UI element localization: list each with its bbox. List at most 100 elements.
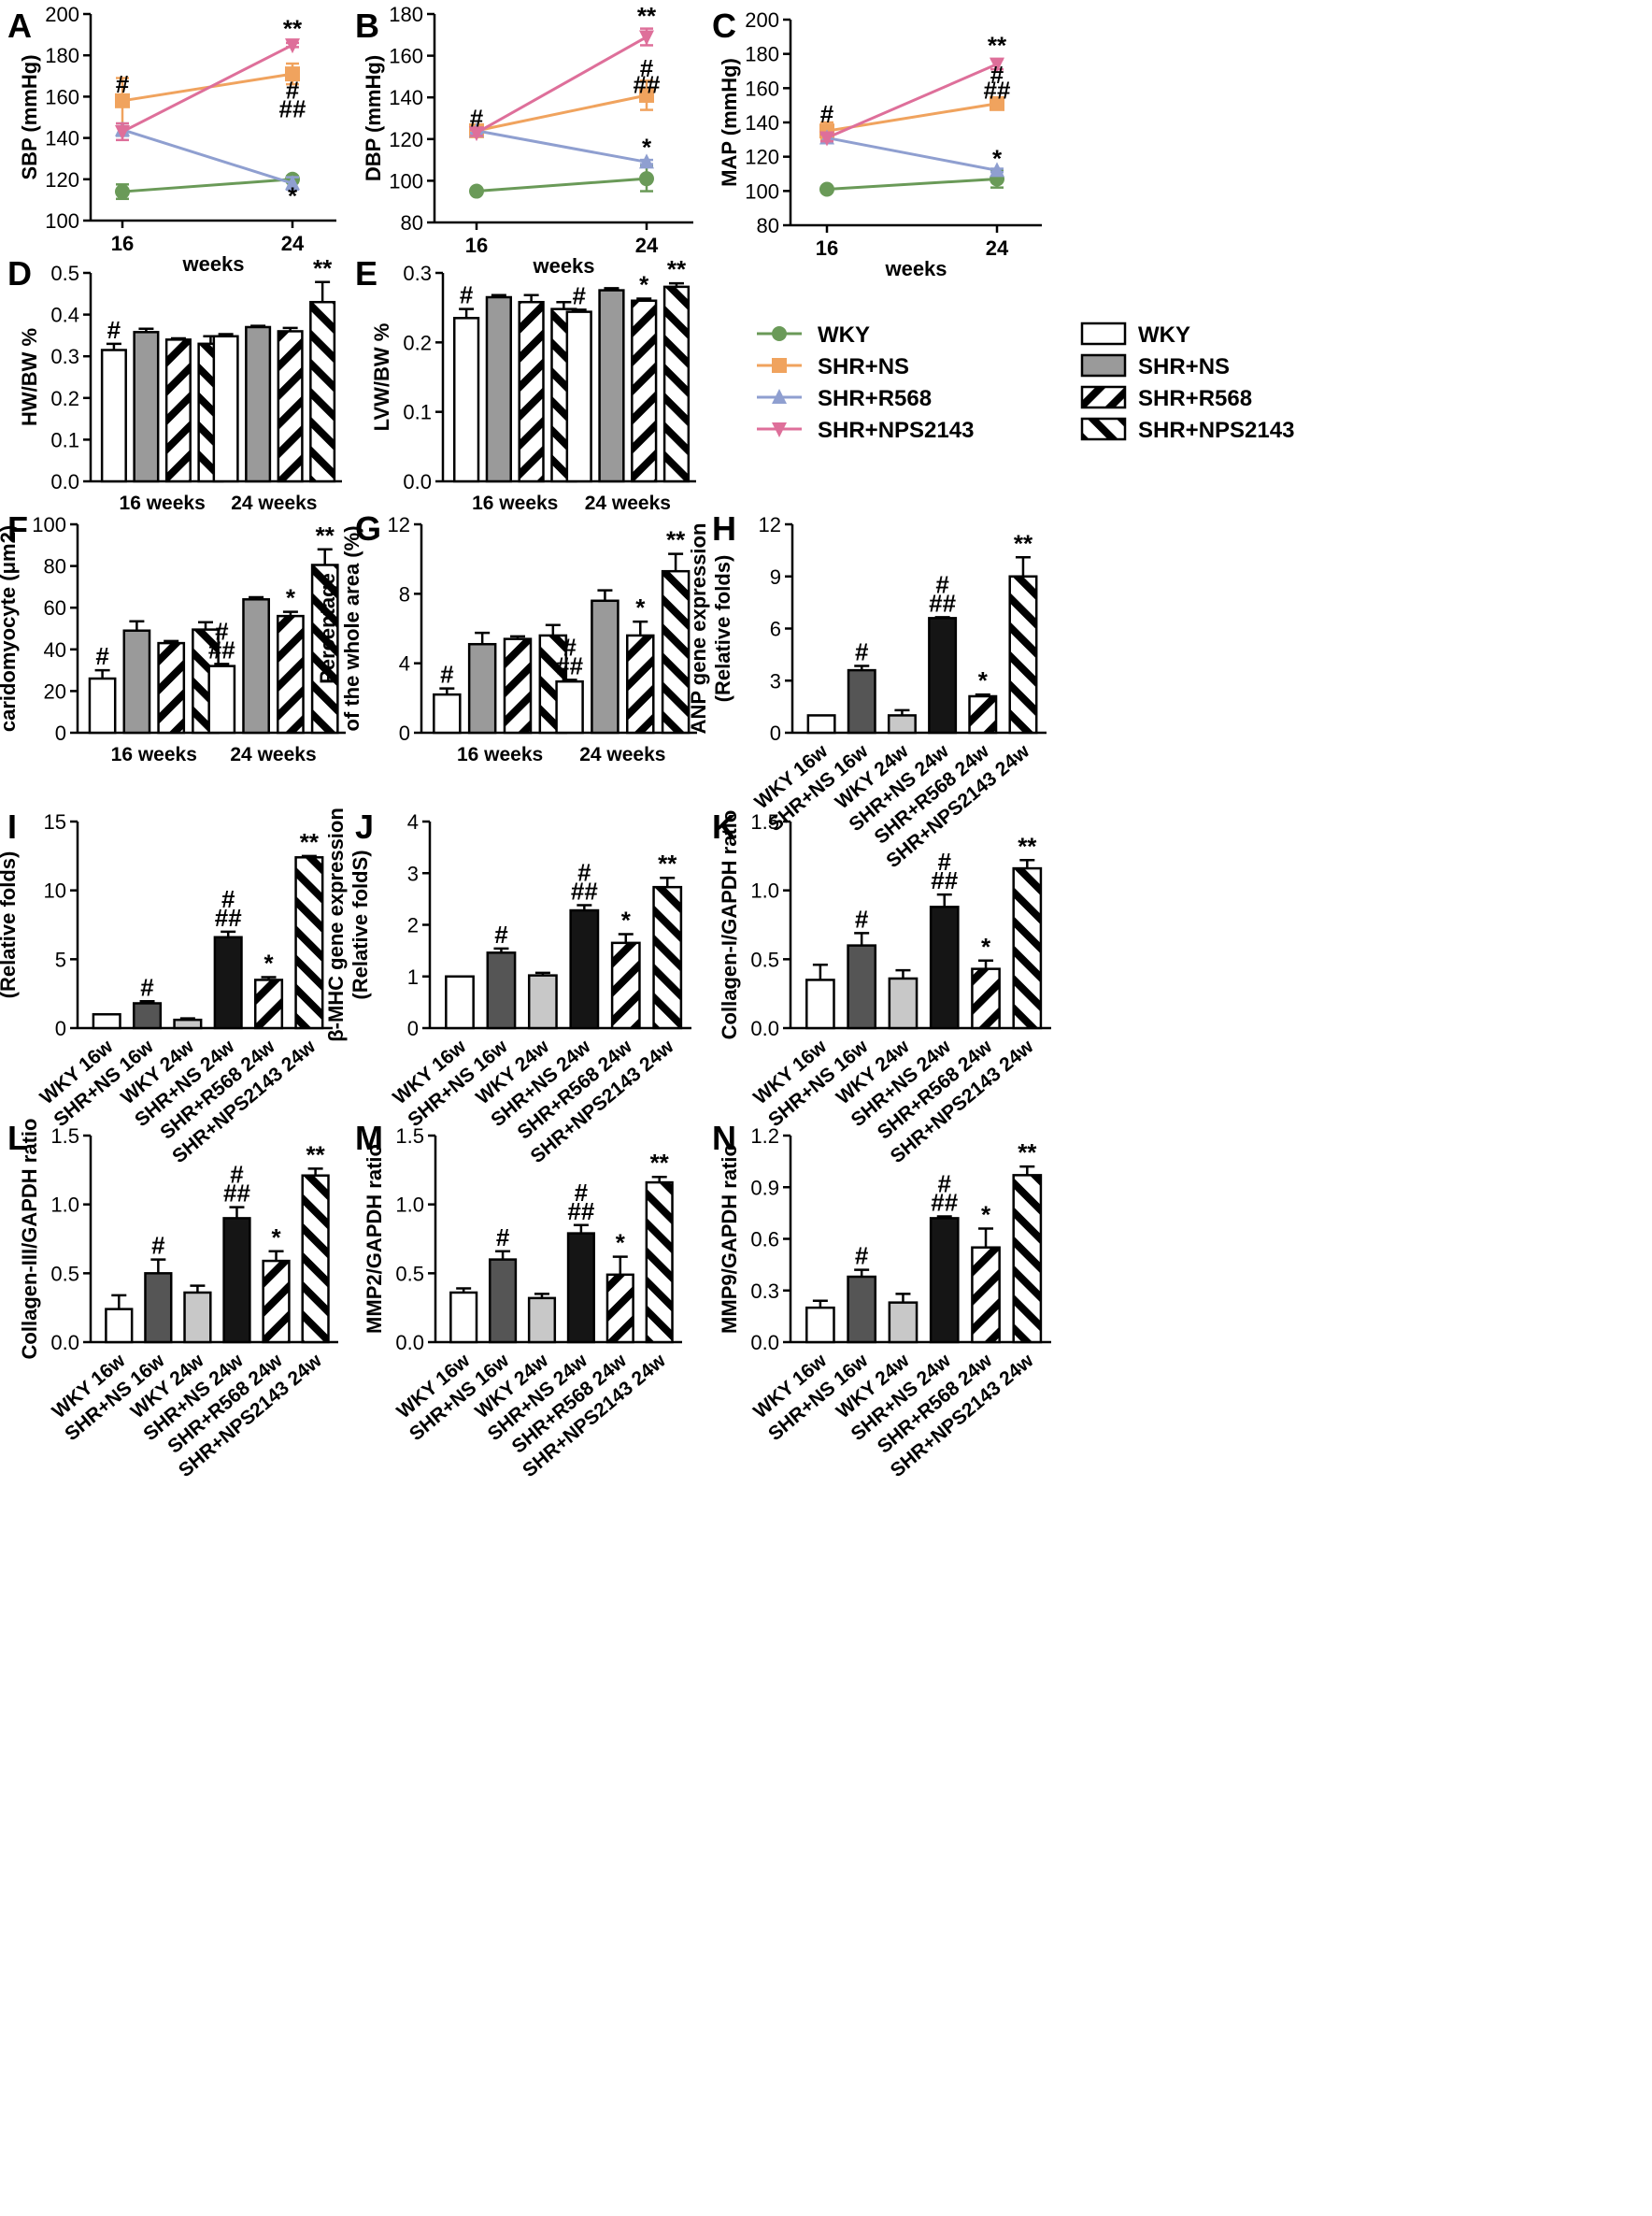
significance-mark: # (107, 316, 121, 344)
bar (122, 629, 151, 735)
significance-mark: ## (556, 651, 583, 679)
panel-E: 0.0 0.1 0.2 0.3 LVW/BW % E 16 weeks #24 weeks # *… (355, 254, 696, 514)
point-marker (115, 93, 130, 108)
bar (847, 944, 877, 1030)
bar (527, 1296, 557, 1344)
y-tick-label: 1.5 (50, 1124, 79, 1148)
x-tick-label: 16 (465, 234, 488, 257)
y-tick-label: 6 (770, 618, 781, 641)
y-tick-label: 0.1 (50, 428, 79, 451)
significance-mark: # (221, 885, 235, 913)
bar (245, 325, 272, 483)
bar (277, 614, 305, 735)
point-marker (639, 153, 654, 169)
legend-label: SHR+R568 (1138, 386, 1252, 411)
y-tick-label: 140 (389, 86, 423, 109)
legend-bar-swatch (1080, 385, 1127, 409)
significance-mark: ** (306, 1140, 325, 1168)
significance-mark: # (855, 905, 869, 933)
significance-mark: ## (634, 71, 661, 99)
significance-mark: * (635, 593, 646, 622)
bar (888, 1301, 919, 1344)
x-tick-label: 16 (111, 232, 134, 255)
y-tick-label: 1.2 (750, 1124, 779, 1148)
significance-mark: # (855, 1242, 869, 1270)
y-tick-label: 120 (745, 146, 779, 169)
bar (1012, 866, 1043, 1030)
panel-I: 051015BNP gene expression(Relative folds… (0, 808, 333, 1167)
y-tick-label: 100 (32, 513, 66, 536)
y-tick-label: 60 (44, 596, 66, 620)
bar (467, 642, 497, 735)
significance-mark: # (938, 848, 952, 876)
y-axis-label: caridomyocyte (μm2) (0, 525, 20, 732)
significance-mark: ** (283, 14, 303, 42)
bar (157, 641, 186, 735)
legend-label: SHR+NS (1138, 354, 1230, 379)
point-marker (115, 124, 130, 140)
significance-mark: # (140, 973, 154, 1001)
significance-mark: ## (215, 904, 242, 932)
y-tick-label: 0.3 (50, 345, 79, 368)
significance-mark: # (575, 1179, 589, 1207)
x-category-label: 24 weeks (230, 744, 316, 765)
legend-label: SHR+NPS2143 (1138, 418, 1294, 443)
significance-mark: ** (667, 255, 687, 283)
bar (645, 1180, 674, 1344)
bar (173, 1018, 203, 1030)
significance-mark: # (460, 281, 474, 309)
y-axis-label: SBP (mmHg) (18, 54, 41, 179)
point-marker (990, 57, 1004, 73)
y-tick-label: 0 (399, 722, 410, 745)
significance-mark: ** (1018, 832, 1037, 860)
bar (207, 665, 236, 735)
significance-mark: ** (1018, 1138, 1037, 1166)
panel-letter: E (355, 254, 377, 293)
panel-letter: M (355, 1119, 383, 1157)
bar (277, 330, 304, 483)
y-tick-label: 180 (389, 3, 423, 26)
y-tick-label: 15 (44, 810, 66, 834)
significance-mark: ## (931, 866, 958, 894)
bar (183, 1291, 212, 1344)
bar (971, 967, 1001, 1030)
bar (92, 1013, 121, 1030)
significance-mark: ** (988, 32, 1007, 60)
series-line (476, 93, 648, 133)
line-legend: WKY SHR+NS SHR+R568 SHR+NPS2143 (757, 322, 974, 443)
significance-mark: ## (929, 589, 956, 617)
y-axis-label: (Relative folds) (711, 555, 734, 703)
y-axis-label: HW/BW % (18, 328, 41, 426)
significance-mark: ## (223, 1179, 250, 1208)
significance-mark: ** (637, 2, 657, 30)
significance-mark: ** (313, 254, 333, 282)
y-axis-label: DBP (mmHg) (362, 55, 385, 181)
y-axis-label: (Relative foldS) (349, 850, 372, 999)
significance-mark: # (116, 70, 130, 98)
bar (213, 936, 243, 1030)
legend-label: WKY (818, 322, 870, 348)
significance-mark: * (616, 1229, 626, 1257)
bar (626, 634, 655, 735)
y-tick-label: 80 (757, 214, 779, 237)
panel-D: 0.0 0.1 0.2 0.3 0.4 0.5 HW/BW % D 16 weeks #24 we… (7, 254, 342, 514)
bar (309, 300, 336, 483)
legend-bar-swatch (1080, 322, 1127, 346)
y-tick-label: 160 (745, 77, 779, 100)
y-axis-label: of the whole area (%) (340, 525, 363, 731)
panel-letter: J (355, 808, 374, 846)
legend-label: SHR+NS (818, 354, 909, 379)
significance-mark: * (263, 949, 274, 977)
y-tick-label: 0.5 (750, 948, 779, 971)
significance-mark: * (978, 666, 989, 694)
significance-mark: # (151, 1232, 165, 1260)
significance-mark: * (288, 181, 298, 209)
panel-A: 100 120 140 160 180 200 SBP (mmHg) A 16 24 weeks # *… (7, 3, 336, 276)
y-tick-label: 8 (399, 582, 410, 606)
bar (301, 1174, 330, 1344)
y-axis-label: Percentage (316, 573, 339, 684)
bar (662, 285, 691, 483)
significance-mark: ## (984, 76, 1011, 104)
bar (242, 598, 270, 735)
